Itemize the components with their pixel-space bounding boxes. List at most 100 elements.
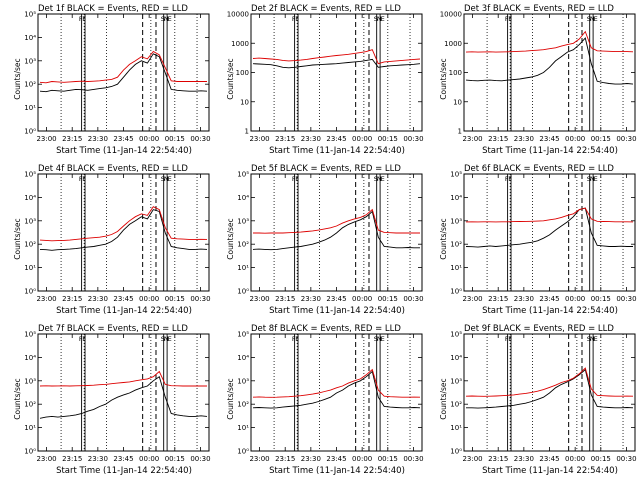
y-tick-label: 10³ <box>24 377 36 385</box>
y-tick-label: 10² <box>24 81 36 89</box>
x-tick-label: 23:15 <box>488 135 508 143</box>
x-tick-label: 23:30 <box>301 455 321 463</box>
plot-frame <box>37 333 210 452</box>
event-marker-label: F <box>295 335 299 343</box>
x-tick-label: 23:00 <box>462 135 482 143</box>
det-8f-panel: Det 8f BLACK = Events, RED = LLD Counts/s… <box>213 320 426 480</box>
y-tick-label: 10⁰ <box>237 448 249 456</box>
plot-frame <box>37 173 210 292</box>
plot-title: Det 9f BLACK = Events, RED = LLD <box>464 324 614 334</box>
x-axis-label: Start Time (11-Jan-14 22:54:40) <box>56 146 192 156</box>
x-tick-label: 23:30 <box>88 295 108 303</box>
x-tick-label: 00:00 <box>139 455 159 463</box>
event-marker-label: F <box>505 175 509 183</box>
x-tick-label: 00:30 <box>616 135 636 143</box>
y-tick-label: 100 <box>236 69 249 77</box>
event-marker-label: S <box>587 175 591 183</box>
plot-title: Det 1f BLACK = Events, RED = LLD <box>38 4 188 14</box>
plot-frame <box>463 13 636 132</box>
x-tick-label: 23:00 <box>249 455 269 463</box>
y-tick-label: 10² <box>24 401 36 409</box>
plot-title: Det 6f BLACK = Events, RED = LLD <box>464 164 614 174</box>
event-marker-label: N <box>377 175 382 183</box>
y-tick-label: 10⁵ <box>237 171 249 179</box>
y-tick-label: 10³ <box>24 217 36 225</box>
y-tick-label: 10¹ <box>237 264 249 272</box>
x-tick-label: 23:15 <box>275 135 295 143</box>
y-tick-label: 10⁰ <box>24 448 36 456</box>
x-tick-label: 23:15 <box>62 135 82 143</box>
event-marker-label: E <box>594 15 598 23</box>
y-tick-label: 10² <box>450 241 462 249</box>
y-tick-label: 10⁵ <box>24 11 36 19</box>
plot-title: Det 8f BLACK = Events, RED = LLD <box>251 324 401 334</box>
events-series-line <box>465 37 634 85</box>
events-series-line <box>465 207 633 248</box>
lld-series-line <box>39 50 208 84</box>
plot-title: Det 4f BLACK = Events, RED = LLD <box>38 164 188 174</box>
x-tick-label: 23:00 <box>462 455 482 463</box>
lld-series-line <box>253 208 420 234</box>
event-marker-label: F <box>82 15 86 23</box>
x-tick-label: 23:00 <box>36 455 56 463</box>
x-tick-label: 23:45 <box>113 135 133 143</box>
x-tick-label: 00:00 <box>139 135 159 143</box>
x-tick-label: 23:45 <box>113 455 133 463</box>
y-tick-label: 10⁴ <box>24 194 36 202</box>
x-tick-label: 23:30 <box>514 135 534 143</box>
y-tick-label: 10000 <box>440 11 462 19</box>
y-tick-label: 10³ <box>237 217 249 225</box>
event-marker-label: F <box>508 15 512 23</box>
plot-title: Det 7f BLACK = Events, RED = LLD <box>38 324 188 334</box>
event-marker-label: S <box>161 335 165 343</box>
event-marker-label: F <box>295 175 299 183</box>
x-tick-label: 00:30 <box>403 455 423 463</box>
x-tick-label: 00:00 <box>565 295 585 303</box>
y-tick-label: 10⁴ <box>24 34 36 42</box>
events-series-line <box>466 368 634 409</box>
event-marker-label: F <box>295 15 299 23</box>
lld-series-line <box>252 49 421 65</box>
y-tick-label: 10⁵ <box>24 171 36 179</box>
x-tick-label: 00:00 <box>565 455 585 463</box>
events-series-line <box>39 53 208 93</box>
y-tick-label: 100 <box>449 69 462 77</box>
y-tick-label: 10000 <box>227 11 249 19</box>
event-marker-label: F <box>82 335 86 343</box>
plot-frame <box>463 173 636 292</box>
x-tick-label: 23:45 <box>539 295 559 303</box>
det-6f-panel: Det 6f BLACK = Events, RED = LLD Counts/s… <box>426 160 639 320</box>
x-tick-label: 00:00 <box>139 295 159 303</box>
x-tick-label: 00:00 <box>352 295 372 303</box>
event-marker-label: F <box>79 15 83 23</box>
event-marker-label: E <box>594 335 598 343</box>
y-tick-label: 10⁰ <box>24 128 36 136</box>
x-tick-label: 23:30 <box>514 455 534 463</box>
y-tick-label: 10⁵ <box>450 171 462 179</box>
x-tick-label: 23:45 <box>539 455 559 463</box>
lld-series-line <box>465 367 634 397</box>
x-tick-label: 23:30 <box>301 295 321 303</box>
event-marker-label: F <box>508 175 512 183</box>
x-tick-label: 23:45 <box>326 135 346 143</box>
event-marker-label: F <box>79 335 83 343</box>
events-series-line <box>39 375 208 419</box>
event-marker-label: S <box>374 175 378 183</box>
y-tick-label: 10⁴ <box>450 354 462 362</box>
x-axis-label: Start Time (11-Jan-14 22:54:40) <box>269 306 405 316</box>
x-axis-label: Start Time (11-Jan-14 22:54:40) <box>482 306 618 316</box>
y-tick-label: 10⁴ <box>450 194 462 202</box>
event-marker-label: F <box>82 175 86 183</box>
x-tick-label: 00:15 <box>165 295 185 303</box>
det-3f-panel: Det 3f BLACK = Events, RED = LLD Counts/s… <box>426 0 639 160</box>
x-axis-label: Start Time (11-Jan-14 22:54:40) <box>482 146 618 156</box>
y-tick-label: 10³ <box>450 217 462 225</box>
x-tick-label: 00:30 <box>616 295 636 303</box>
y-tick-label: 10⁵ <box>24 331 36 339</box>
x-tick-label: 23:00 <box>462 295 482 303</box>
x-tick-label: 23:15 <box>62 295 82 303</box>
